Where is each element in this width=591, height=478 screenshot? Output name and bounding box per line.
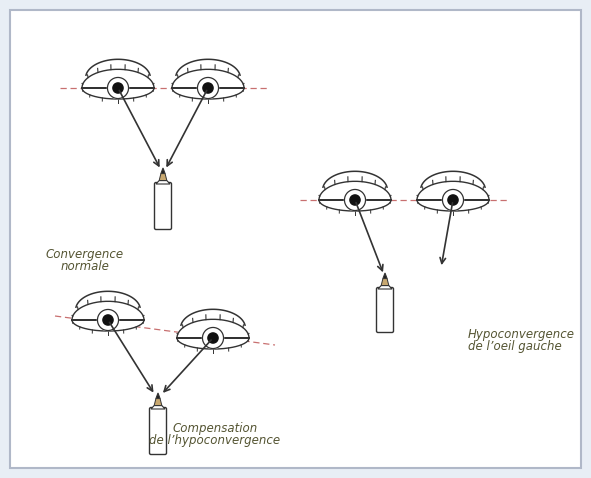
Polygon shape [177, 319, 249, 349]
Polygon shape [319, 181, 391, 211]
Polygon shape [154, 399, 162, 406]
Polygon shape [82, 69, 154, 99]
FancyBboxPatch shape [154, 183, 171, 229]
Polygon shape [156, 181, 170, 184]
FancyBboxPatch shape [150, 408, 167, 455]
Circle shape [103, 315, 113, 325]
Polygon shape [151, 406, 165, 409]
Polygon shape [159, 174, 167, 181]
Polygon shape [378, 285, 392, 289]
Circle shape [443, 189, 463, 210]
Circle shape [345, 189, 366, 210]
FancyBboxPatch shape [376, 287, 394, 333]
Text: de l’oeil gauche: de l’oeil gauche [468, 340, 562, 353]
Polygon shape [417, 181, 489, 211]
Circle shape [208, 333, 218, 343]
Circle shape [197, 77, 219, 98]
Circle shape [108, 77, 128, 98]
Circle shape [448, 195, 458, 205]
Polygon shape [383, 273, 387, 279]
FancyBboxPatch shape [10, 10, 581, 468]
Circle shape [98, 309, 119, 331]
Circle shape [350, 195, 360, 205]
Text: Convergence: Convergence [46, 248, 124, 261]
Text: de l’hypoconvergence: de l’hypoconvergence [150, 434, 281, 447]
Text: Hypoconvergence: Hypoconvergence [468, 328, 575, 341]
Circle shape [203, 83, 213, 93]
Polygon shape [72, 301, 144, 331]
Text: normale: normale [60, 260, 109, 273]
Polygon shape [161, 168, 165, 174]
Circle shape [203, 327, 223, 348]
Polygon shape [156, 393, 160, 399]
Polygon shape [172, 69, 244, 99]
Polygon shape [381, 279, 389, 285]
Circle shape [113, 83, 123, 93]
Text: Compensation: Compensation [173, 422, 258, 435]
